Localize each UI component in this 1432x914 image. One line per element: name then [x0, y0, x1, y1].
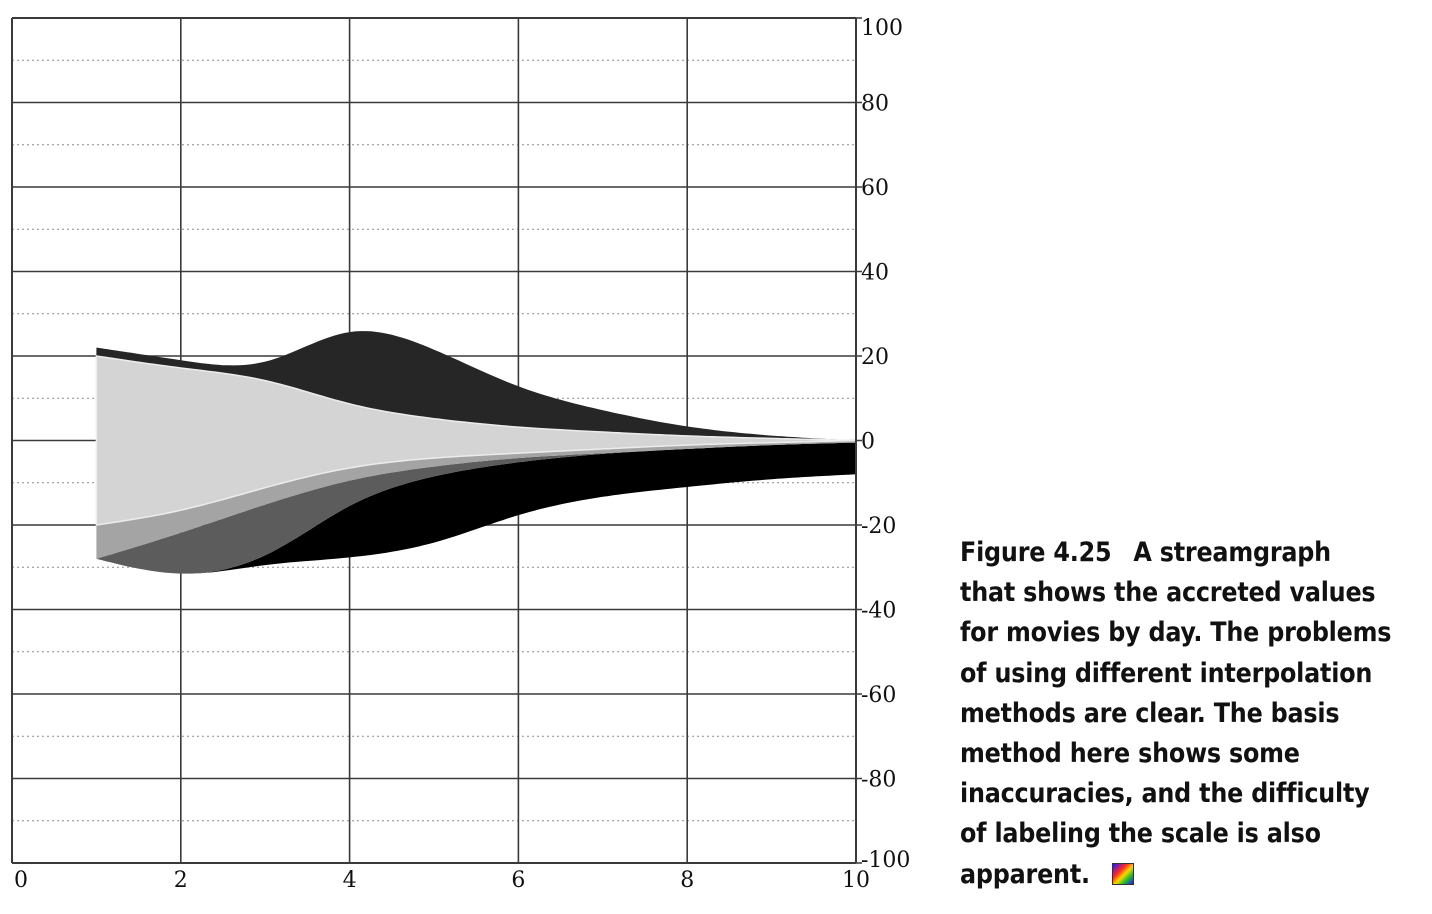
y-tick-label: -40 [861, 599, 896, 624]
y-tick-label: 100 [861, 16, 903, 41]
y-tick-label: -80 [861, 768, 896, 793]
caption-text: A streamgraph [1133, 537, 1331, 568]
caption-text: for movies by day. The problems [960, 617, 1392, 649]
x-tick-label: 2 [174, 868, 188, 893]
stream-layers [95, 331, 856, 574]
x-axis-tick-labels: 0 2 4 6 8 10 [14, 868, 870, 893]
x-tick-label: 4 [343, 868, 357, 893]
stream-layer-5 [96, 442, 856, 574]
y-tick-label: -20 [861, 514, 896, 539]
y-tick-label: 60 [861, 176, 889, 201]
caption-text: of labeling the scale is also [960, 818, 1321, 850]
caption-last-line: apparent. [960, 855, 1425, 895]
x-tick-label: 0 [14, 868, 28, 893]
y-tick-label: -60 [861, 683, 896, 708]
stream-layer-1 [96, 331, 856, 441]
color-figure-icon [1111, 862, 1134, 885]
caption-text: that shows the accreted values [960, 577, 1376, 609]
caption-text: method here shows some [960, 738, 1300, 770]
caption-line-1: Figure 4.25 A streamgraph [960, 533, 1425, 573]
caption-text: of using different interpolation [960, 657, 1373, 689]
y-axis-tick-labels: 100 80 60 40 20 0 -20 -40 -60 -80 -100 [861, 16, 910, 873]
y-tick-label: 40 [861, 261, 889, 286]
y-tick-label: -100 [861, 848, 910, 873]
stream-layer-3 [96, 440, 856, 559]
x-tick-label: 8 [680, 868, 694, 893]
figure-number: Figure 4.25 [960, 537, 1112, 568]
caption-text: methods are clear. The basis [960, 697, 1340, 729]
stream-layer-4 [96, 442, 856, 574]
x-tick-label: 6 [511, 868, 525, 893]
caption-text: apparent. [960, 858, 1090, 890]
figure-caption: Figure 4.25 A streamgraph that shows the … [960, 533, 1425, 895]
caption-text: inaccuracies, and the difficulty [960, 778, 1370, 810]
x-tick-label: 10 [842, 868, 870, 893]
y-tick-label: 20 [861, 345, 889, 370]
plot-frame [11, 17, 857, 864]
y-tick-label: 80 [861, 92, 889, 117]
y-tick-label: 0 [861, 430, 875, 455]
